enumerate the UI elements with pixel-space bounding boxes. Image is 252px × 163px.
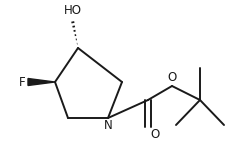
Text: N: N [103,119,112,132]
Text: F: F [19,75,26,89]
Text: O: O [167,71,176,84]
Text: HO: HO [64,4,82,17]
Polygon shape [28,79,55,86]
Text: O: O [149,128,159,141]
